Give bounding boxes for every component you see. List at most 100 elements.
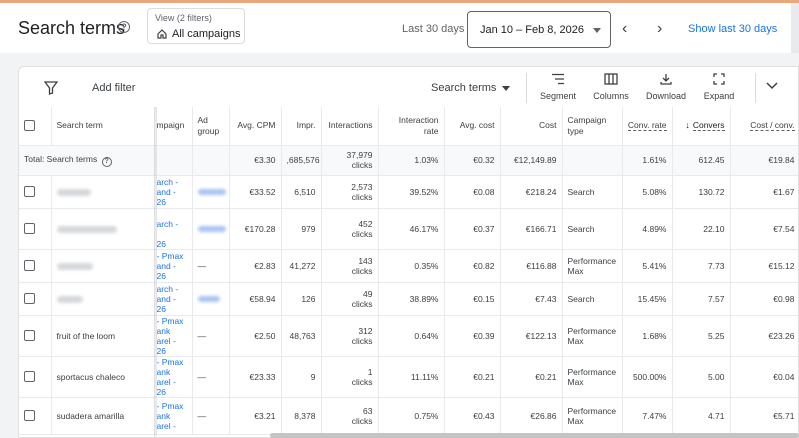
campaign-link[interactable]: - Pmax ank arel -: [156, 400, 184, 431]
ad-group-cell: —: [192, 397, 230, 435]
conv-rate-cell: 4.89%: [622, 208, 673, 250]
chevron-down-icon[interactable]: [765, 81, 779, 91]
view-value: All campaigns: [172, 28, 241, 40]
col-cost-conv[interactable]: Cost / conv.: [730, 107, 798, 146]
expand-label: Expand: [703, 91, 735, 101]
avg-cpm-cell: €23.33: [229, 356, 282, 398]
row-checkbox[interactable]: [24, 293, 35, 305]
row-checkbox[interactable]: [24, 186, 35, 198]
search-term-cell: [51, 175, 157, 209]
campaign-type-cell: Search: [562, 208, 623, 250]
col-search-term[interactable]: Search term: [51, 107, 157, 146]
show-last-30-days-link[interactable]: Show last 30 days: [688, 23, 778, 35]
filter-icon[interactable]: [44, 81, 58, 95]
total-ad-group: [192, 145, 230, 176]
campaign-link[interactable]: - Pmax ank arel - 26: [156, 356, 184, 397]
col-convers-label: Convers: [692, 120, 725, 132]
view-selector[interactable]: View (2 filters) All campaigns: [147, 8, 245, 44]
avg-cost-cell: €0.82: [444, 249, 501, 283]
campaign-link[interactable]: arch - 26: [156, 218, 179, 249]
help-icon[interactable]: ?: [101, 157, 112, 167]
segment-button[interactable]: Segment: [537, 73, 579, 107]
cost-cell: €218.24: [500, 175, 563, 209]
campaign-link[interactable]: - Pmax ank arel - 26: [156, 315, 184, 356]
col-cost[interactable]: Cost: [500, 107, 563, 146]
search-terms-dropdown[interactable]: Search terms: [431, 82, 511, 94]
row-select-cell: [19, 208, 52, 250]
redacted-ad-group-link[interactable]: [197, 226, 226, 233]
total-interactions-value: 37,979: [346, 150, 373, 160]
ad-group-cell: [192, 208, 230, 250]
ad-group-cell: [192, 175, 230, 209]
interactions-cell: 49 clicks: [321, 282, 379, 316]
select-all-checkbox[interactable]: [24, 120, 35, 132]
avg-cost-cell: €0.37: [444, 208, 501, 250]
col-impr[interactable]: Impr.: [281, 107, 322, 146]
interactions-unit: clicks: [351, 265, 373, 276]
table-row[interactable]: arch - and - 26 €33.52 6,510 2,573 clicks…: [19, 175, 798, 209]
total-row: Total: Search terms ? €3.30 ,685,576 37,…: [19, 145, 798, 176]
search-term-cell: sudadera amarilla: [51, 397, 157, 435]
total-convers: 612.45: [672, 145, 731, 176]
impr-cell: 41,272: [281, 249, 322, 283]
table-row[interactable]: arch - 26 €170.28 979 452 clicks 46.17% €…: [19, 208, 798, 250]
row-checkbox[interactable]: [24, 260, 35, 272]
cost-conv-cell: €15.12: [730, 249, 798, 283]
interactions-unit: clicks: [351, 298, 373, 309]
row-checkbox[interactable]: [24, 330, 35, 342]
columns-button[interactable]: Columns: [591, 73, 631, 107]
convers-cell: 5.00: [672, 356, 731, 398]
avg-cpm-cell: €170.28: [229, 208, 282, 250]
redacted-ad-group-link[interactable]: [197, 189, 226, 196]
interactions-value: 452: [358, 218, 373, 229]
conv-rate-cell: 1.68%: [622, 315, 673, 357]
table-row[interactable]: arch - and - 26 €58.94 126 49 clicks 38.8…: [19, 282, 798, 316]
campaign-link[interactable]: - Pmax and - 26: [156, 250, 184, 281]
interactions-value: 312: [358, 325, 373, 336]
ad-group-cell: —: [192, 356, 230, 398]
expand-button[interactable]: Expand: [699, 73, 739, 107]
col-campaign-type[interactable]: Campaign type: [562, 107, 623, 146]
chevron-left-icon[interactable]: ‹: [622, 20, 628, 37]
campaign-cell: arch - and - 26: [156, 282, 193, 316]
col-avg-cost[interactable]: Avg. cost: [444, 107, 501, 146]
col-interactions[interactable]: Interactions: [321, 107, 379, 146]
row-select-cell: [19, 356, 52, 398]
col-avg-cpm[interactable]: Avg. CPM: [229, 107, 282, 146]
col-campaign[interactable]: mpaign: [156, 107, 193, 146]
campaign-link[interactable]: arch - and - 26: [156, 176, 179, 207]
chevron-right-icon[interactable]: ›: [657, 20, 663, 37]
download-button[interactable]: Download: [643, 73, 689, 107]
col-convers[interactable]: ↓ Convers: [672, 107, 731, 146]
total-cost-conv: €19.84: [730, 145, 798, 176]
row-checkbox[interactable]: [24, 410, 35, 422]
ad-group-cell: —: [192, 249, 230, 283]
campaign-link[interactable]: arch - and - 26: [156, 283, 179, 314]
redacted-ad-group-link[interactable]: [197, 296, 220, 303]
col-interaction-rate[interactable]: Interaction rate: [378, 107, 445, 146]
conv-rate-cell: 5.41%: [622, 249, 673, 283]
interactions-value: 63: [363, 405, 373, 416]
total-campaign: [156, 145, 193, 176]
row-checkbox[interactable]: [24, 371, 35, 383]
search-term-text: sportacus chaleco: [56, 371, 126, 382]
table-row[interactable]: fruit of the loom - Pmax ank arel - 26 —…: [19, 315, 798, 357]
dropdown-caret-icon: [502, 85, 511, 91]
ad-group-cell: —: [192, 315, 230, 357]
table-row[interactable]: sportacus chaleco - Pmax ank arel - 26 —…: [19, 356, 798, 398]
interactions-cell: 63 clicks: [321, 397, 379, 435]
redacted-search-term: [56, 262, 93, 270]
horizontal-scrollbar[interactable]: [270, 433, 799, 438]
help-icon[interactable]: ?: [118, 21, 130, 33]
table-row[interactable]: - Pmax and - 26 — €2.83 41,272 143 clicks…: [19, 249, 798, 283]
col-conv-rate[interactable]: Conv. rate: [622, 107, 673, 146]
col-ad-group[interactable]: Ad group: [192, 107, 230, 146]
search-term-cell: [51, 282, 157, 316]
row-checkbox[interactable]: [24, 223, 35, 235]
add-filter-button[interactable]: Add filter: [92, 82, 136, 94]
search-terms-table: Search term mpaign Ad group Avg. CPM Imp…: [19, 107, 798, 435]
date-range-picker[interactable]: Jan 10 – Feb 8, 2026: [467, 11, 611, 48]
columns-label: Columns: [593, 91, 629, 101]
table-row[interactable]: sudadera amarilla - Pmax ank arel - — €3…: [19, 397, 798, 435]
expand-icon: [713, 73, 725, 85]
